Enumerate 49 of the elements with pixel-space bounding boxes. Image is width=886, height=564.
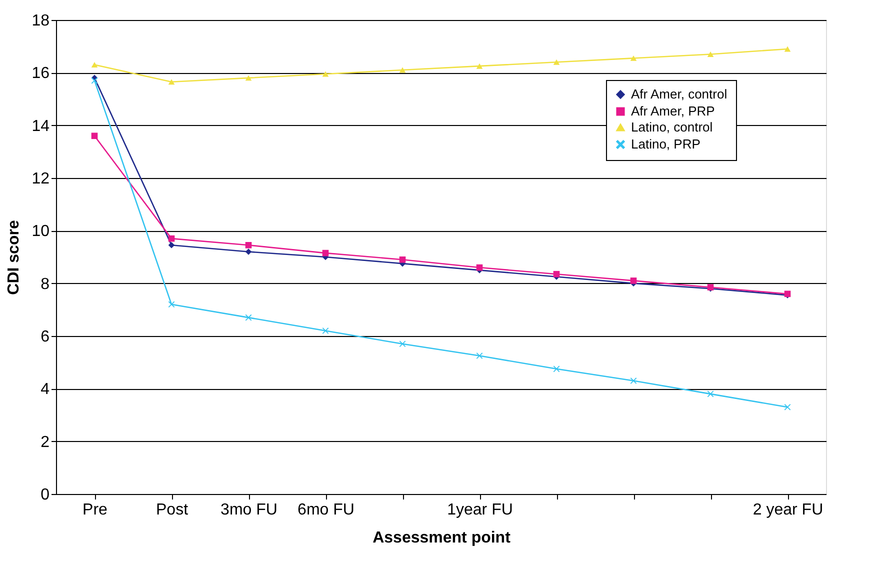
point	[322, 71, 329, 77]
point	[168, 301, 175, 308]
point	[399, 340, 406, 348]
x-tick-label: 3mo FU	[220, 502, 278, 518]
y-tick-label: 14	[32, 118, 50, 135]
legend-label: Afr Amer, PRP	[631, 104, 715, 118]
point	[784, 46, 791, 52]
point	[245, 248, 252, 255]
point	[91, 77, 98, 84]
x-tick-label: 2 year FU	[752, 502, 824, 518]
point	[476, 63, 483, 69]
point	[707, 390, 714, 398]
y-tick-label: 2	[40, 434, 50, 451]
y-tick-label: 10	[32, 223, 50, 240]
point	[245, 242, 252, 248]
legend-label: Latino, PRP	[631, 136, 700, 152]
point	[553, 270, 560, 278]
point	[91, 62, 98, 68]
y-tick-label: 16	[32, 65, 50, 82]
point	[399, 256, 406, 263]
point	[784, 404, 791, 410]
x-tick-label: 6mo FU	[298, 502, 354, 518]
point	[91, 132, 98, 140]
legend-label: Latino, control	[631, 120, 713, 134]
y-tick-label: 0	[40, 486, 50, 504]
x-tick-label: 1year FU	[447, 502, 513, 518]
point	[553, 366, 560, 372]
y-tick-label: 8	[40, 276, 50, 293]
y-tick-label: 12	[32, 170, 50, 188]
y-tick-label: 18	[32, 12, 50, 30]
point	[476, 264, 483, 271]
point	[245, 314, 252, 321]
y-tick-label: 6	[40, 328, 50, 346]
point	[245, 75, 252, 81]
point	[630, 278, 637, 284]
point	[322, 250, 329, 256]
x-tick-label: Pre	[82, 502, 108, 518]
point	[399, 67, 406, 73]
x-tick-label: Post	[156, 502, 189, 518]
x-axis-title: Assessment point	[372, 530, 512, 546]
point	[707, 51, 714, 57]
legend-label: Afr Amer, control	[631, 86, 728, 102]
y-axis-title: CDI score	[6, 220, 23, 295]
y-tick-label: 4	[40, 381, 50, 398]
point	[168, 242, 175, 248]
point	[168, 235, 175, 242]
point	[168, 79, 175, 85]
point	[630, 55, 637, 61]
point	[553, 59, 560, 65]
